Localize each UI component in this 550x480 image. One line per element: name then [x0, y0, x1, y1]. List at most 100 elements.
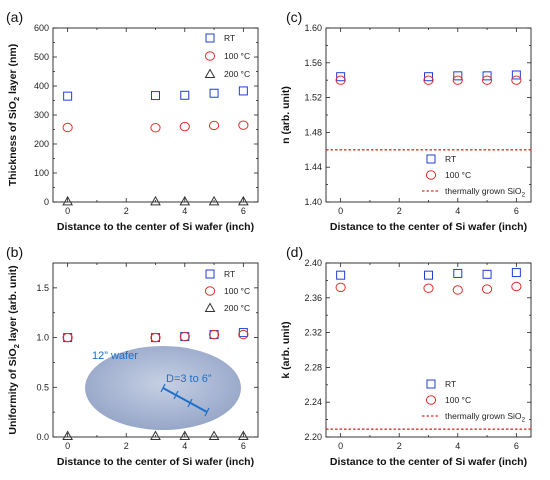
y-axis-label: Thickness of SiO2 layer (nm) — [7, 44, 21, 186]
data-point — [424, 270, 433, 280]
legend-marker — [425, 395, 437, 405]
y-tick-label: 2.32 — [304, 328, 322, 338]
data-point — [238, 329, 249, 340]
y-tick-label: 200 — [34, 139, 49, 149]
panel-b: (b) 0 2 4 6 0.0 0.5 1.0 1.5 Distance to the cente… — [6, 244, 259, 468]
y-tick-label: 2.36 — [304, 293, 322, 303]
data-point — [238, 430, 249, 441]
legend: RT 100 °C 200 °C — [204, 33, 250, 79]
data-point — [423, 283, 434, 293]
data-point — [336, 270, 346, 280]
data-point — [208, 329, 220, 340]
data-point — [238, 86, 248, 96]
legend-label: 100 °C — [445, 395, 471, 405]
series-2 — [62, 430, 249, 441]
legend-label: thermally grown SiO2 — [445, 411, 526, 424]
data-point — [511, 268, 521, 278]
legend-label: RT — [445, 379, 456, 389]
legend: RT 100 °C thermally grown SiO2 — [422, 154, 526, 199]
x-tick-label: 0 — [338, 441, 343, 451]
series-1 — [335, 281, 522, 295]
y-tick-label: 0.5 — [36, 382, 49, 392]
data-point — [452, 285, 463, 295]
x-tick-label: 2 — [397, 206, 402, 216]
y-tick-label: 1.0 — [36, 333, 49, 343]
range-label: D=3 to 6” — [166, 373, 212, 385]
panel-d: (d) 0 2 4 6 2.20 2.24 2.28 2.32 2.36 2.40 Distance … — [280, 244, 532, 468]
panel-c: (c) 0 2 4 6 1.40 1.44 1.48 1.52 1.56 1.60 Distance … — [280, 9, 532, 233]
series-1 — [62, 329, 249, 343]
y-tick-label: 1.44 — [304, 162, 322, 172]
wafer-inset: 12” wafer D=3 to 6” — [85, 346, 241, 430]
x-tick-label: 4 — [182, 206, 187, 216]
series-0 — [336, 268, 521, 280]
range-tick — [173, 390, 179, 400]
x-tick-label: 2 — [124, 441, 129, 451]
legend-marker — [204, 286, 216, 296]
data-point — [453, 268, 463, 278]
legend-marker — [204, 68, 216, 78]
data-point — [423, 75, 434, 85]
data-point — [238, 195, 249, 206]
data-point — [336, 72, 346, 82]
panel-label: (c) — [286, 9, 302, 25]
legend-marker — [425, 170, 437, 180]
y-tick-label: 2.24 — [304, 397, 322, 407]
data-point — [150, 430, 161, 441]
data-point — [180, 90, 190, 100]
panel-label: (b) — [6, 244, 23, 260]
range-tick — [160, 383, 166, 393]
data-point — [179, 195, 191, 206]
y-tick-label: 0 — [44, 197, 49, 207]
y-tick-label: 1.48 — [304, 127, 322, 137]
data-point — [238, 120, 249, 130]
panel-a: (a) 0 2 4 6 0 100 200 300 400 500 600 Distance to th… — [6, 9, 259, 233]
legend-marker — [204, 51, 216, 61]
plot-frame — [325, 27, 532, 203]
x-tick-label: 6 — [514, 206, 519, 216]
data-point — [180, 332, 190, 342]
x-tick-label: 6 — [241, 441, 246, 451]
data-point — [179, 121, 190, 132]
x-tick-label: 0 — [65, 206, 70, 216]
legend-label: 100 °C — [445, 170, 471, 180]
legend-marker — [426, 379, 436, 389]
data-point — [62, 122, 73, 133]
data-point — [209, 330, 219, 340]
data-point — [208, 195, 220, 206]
legend-label: 100 °C — [224, 286, 250, 296]
series-0 — [63, 86, 248, 101]
data-point — [424, 72, 433, 82]
legend-label: 200 °C — [224, 69, 250, 79]
x-axis-label: Distance to the center of Si wafer (inch… — [330, 456, 527, 468]
legend-marker — [426, 154, 436, 164]
data-point — [452, 75, 463, 85]
data-point — [482, 269, 492, 279]
x-tick-label: 4 — [455, 206, 460, 216]
data-point — [209, 88, 219, 98]
legend-label: 100 °C — [224, 51, 250, 61]
legend-label: thermally grown SiO2 — [445, 186, 526, 199]
y-tick-label: 2.28 — [304, 362, 322, 372]
data-point — [151, 91, 160, 101]
data-point — [63, 91, 73, 101]
legend-marker — [204, 302, 216, 312]
legend-label: RT — [445, 154, 456, 164]
y-tick-label: 1.40 — [304, 197, 322, 207]
y-axis-label: n (arb. unit) — [280, 86, 292, 144]
legend: RT 100 °C 200 °C — [204, 269, 250, 313]
panel-label: (d) — [286, 244, 303, 260]
data-point — [511, 70, 521, 80]
y-tick-label: 0.0 — [36, 432, 49, 442]
legend-marker — [205, 269, 215, 279]
data-point — [335, 282, 346, 293]
series-1 — [335, 75, 522, 85]
data-point — [62, 195, 73, 206]
y-tick-label: 300 — [34, 110, 49, 120]
legend-label: RT — [224, 33, 235, 43]
series-1 — [62, 120, 249, 133]
y-tick-label: 1.5 — [36, 283, 49, 293]
data-point — [208, 120, 220, 131]
y-tick-label: 2.40 — [304, 258, 322, 268]
